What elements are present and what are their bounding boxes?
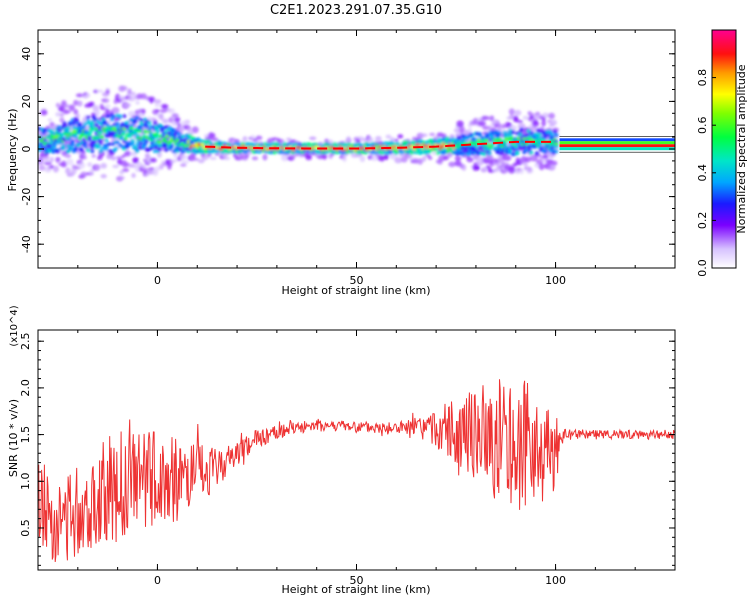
spectrogram-ytick-label: 20 bbox=[20, 94, 33, 108]
colorbar-ticks: 0.0 0.2 0.4 0.6 0.8 bbox=[696, 69, 716, 277]
snr-xlabel: Height of straight line (km) bbox=[281, 583, 430, 596]
colorbar-tick-label: 0.2 bbox=[696, 212, 709, 230]
spectrogram-ticks: 0 50 100 -40 -20 0 20 40 bbox=[20, 29, 676, 287]
spectrogram-xlabel: Height of straight line (km) bbox=[281, 284, 430, 297]
spectrogram-xtick-label: 50 bbox=[350, 274, 364, 287]
snr-ticks: 0 50 100 0.5 1.0 1.5 2.0 2.5 bbox=[19, 330, 676, 587]
spectrogram-panel: 0 50 100 -40 -20 0 20 40 Height of straight lin… bbox=[6, 29, 676, 297]
snr-ytick-label: 2.0 bbox=[19, 379, 32, 397]
snr-panel: 0 50 100 0.5 1.0 1.5 2.0 2.5 Height of straight… bbox=[7, 305, 676, 596]
colorbar-tick-label: 0.0 bbox=[696, 259, 709, 277]
spectrogram-blobs bbox=[38, 85, 560, 182]
spectrogram-ytick-label: 40 bbox=[20, 47, 33, 61]
spectrogram-ytick-label: -20 bbox=[20, 188, 33, 206]
spectrogram-xtick-label: 0 bbox=[154, 274, 161, 287]
colorbar-tick-label: 0.4 bbox=[696, 164, 709, 182]
colorbar-tick-label: 0.6 bbox=[696, 116, 709, 134]
snr-xtick-label: 100 bbox=[545, 574, 566, 587]
spectrogram-xtick-label: 100 bbox=[545, 274, 566, 287]
figure-title: C2E1.2023.291.07.35.G10 bbox=[270, 3, 442, 18]
snr-ytick-label: 1.0 bbox=[19, 473, 32, 491]
snr-multiplier: (x10^4) bbox=[9, 305, 20, 346]
snr-series-line bbox=[38, 379, 675, 563]
spectrogram-ytick-label: 0 bbox=[20, 146, 33, 153]
snr-ytick-label: 2.5 bbox=[19, 332, 32, 350]
snr-xtick-label: 50 bbox=[350, 574, 364, 587]
spectrogram-ytick-label: -40 bbox=[20, 235, 33, 253]
colorbar: 0.0 0.2 0.4 0.6 0.8 Normalized spectral ampl… bbox=[696, 29, 748, 277]
snr-ylabel: SNR (10 * v/v) bbox=[7, 399, 20, 477]
snr-ytick-label: 0.5 bbox=[19, 519, 32, 537]
spectrogram-ylabel: Frequency (Hz) bbox=[6, 109, 19, 192]
snr-line-area bbox=[38, 379, 675, 563]
snr-xtick-label: 0 bbox=[154, 574, 161, 587]
colorbar-tick-label: 0.8 bbox=[696, 69, 709, 87]
colorbar-gradient bbox=[711, 29, 737, 269]
snr-ytick-label: 1.5 bbox=[19, 426, 32, 444]
spectrogram-heatmap bbox=[38, 85, 675, 182]
colorbar-label: Normalized spectral amplitude bbox=[735, 64, 748, 233]
